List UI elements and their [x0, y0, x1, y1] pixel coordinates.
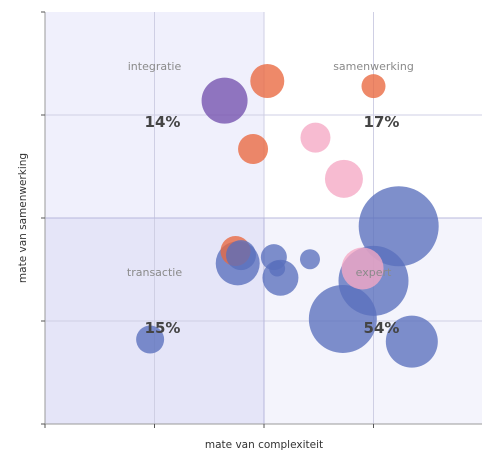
bubble — [385, 315, 438, 368]
y-axis-label: mate van samenwerking — [17, 153, 29, 283]
quadrant-labels: integratie 14% samenwerking 17% transactie 15… — [127, 60, 414, 337]
quadrant-share-integratie: 14% — [145, 113, 181, 131]
bubbles — [136, 64, 439, 368]
quadrant-label-expert: expert — [356, 266, 392, 279]
bubble — [269, 260, 286, 277]
bubble — [136, 325, 165, 354]
quadrant-share-expert: 54% — [364, 319, 400, 337]
bubble — [341, 247, 384, 290]
x-axis-label: mate van complexiteit — [205, 439, 323, 451]
axes — [41, 11, 482, 428]
bubble — [308, 284, 377, 353]
quadrant-share-transactie: 15% — [145, 319, 181, 337]
bubble — [226, 240, 257, 271]
quadrant-label-samenwerking: samenwerking — [333, 60, 414, 73]
bubble — [324, 159, 363, 198]
bubble — [250, 64, 285, 99]
bubble — [299, 249, 320, 270]
quadrant-label-transactie: transactie — [127, 266, 182, 279]
quadrant-share-samenwerking: 17% — [364, 113, 400, 131]
bubble — [361, 74, 386, 99]
bubble — [300, 122, 331, 153]
bubble — [238, 133, 269, 164]
quadrant-label-integratie: integratie — [128, 60, 182, 73]
bubble — [201, 77, 248, 124]
